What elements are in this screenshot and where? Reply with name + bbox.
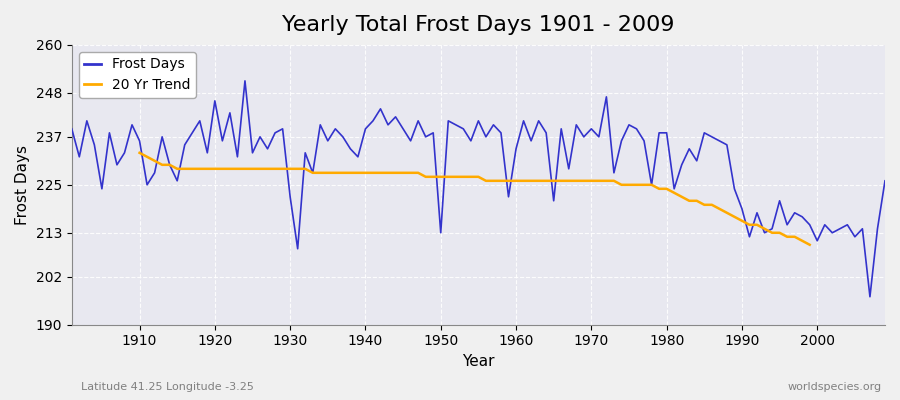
20 Yr Trend — [774, 230, 785, 235]
Text: Latitude 41.25 Longitude -3.25: Latitude 41.25 Longitude -3.25 — [81, 382, 254, 392]
Frost Days — [518, 118, 529, 123]
Line: 20 Yr Trend: 20 Yr Trend — [140, 153, 810, 245]
20 Yr Trend — [601, 178, 612, 183]
Frost Days — [239, 78, 250, 83]
20 Yr Trend — [691, 198, 702, 203]
Line: Frost Days: Frost Days — [72, 81, 885, 297]
Legend: Frost Days, 20 Yr Trend: Frost Days, 20 Yr Trend — [78, 52, 196, 98]
20 Yr Trend — [224, 166, 235, 171]
Frost Days — [345, 146, 356, 151]
Y-axis label: Frost Days: Frost Days — [15, 145, 30, 225]
Frost Days — [879, 178, 890, 183]
20 Yr Trend — [706, 202, 717, 207]
20 Yr Trend — [134, 150, 145, 155]
X-axis label: Year: Year — [462, 354, 495, 369]
20 Yr Trend — [805, 242, 815, 247]
Text: worldspecies.org: worldspecies.org — [788, 382, 882, 392]
Frost Days — [510, 146, 521, 151]
Frost Days — [865, 294, 876, 299]
Frost Days — [67, 126, 77, 131]
Frost Days — [127, 122, 138, 127]
Frost Days — [300, 150, 310, 155]
Title: Yearly Total Frost Days 1901 - 2009: Yearly Total Frost Days 1901 - 2009 — [282, 15, 675, 35]
Frost Days — [608, 170, 619, 175]
20 Yr Trend — [338, 170, 348, 175]
